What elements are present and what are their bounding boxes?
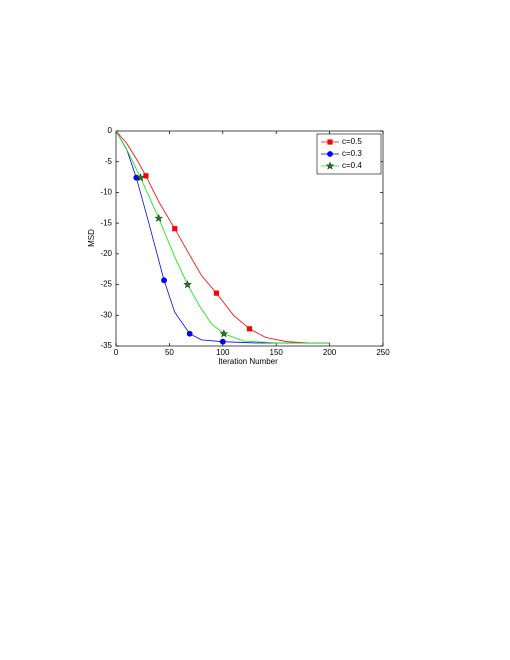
legend-label: c=0.5 — [342, 137, 362, 146]
x-axis-label: Iteration Number — [218, 357, 278, 366]
marker — [246, 326, 253, 332]
marker — [133, 174, 140, 181]
y-tick-label: -35 — [100, 341, 112, 350]
marker — [143, 173, 149, 179]
marker — [219, 329, 229, 338]
legend-marker — [327, 151, 333, 157]
marker — [172, 226, 178, 232]
legend-label: c=0.3 — [342, 149, 362, 158]
legend-marker — [325, 161, 335, 170]
marker — [186, 330, 193, 337]
y-tick-label: -5 — [105, 157, 113, 166]
x-tick-label: 150 — [270, 348, 284, 357]
x-tick-label: 200 — [323, 348, 337, 357]
marker — [183, 280, 192, 289]
legend-marker — [327, 139, 333, 145]
plot-frame — [115, 130, 384, 347]
y-tick-label: -15 — [100, 218, 112, 227]
marker — [213, 290, 219, 296]
y-tick-label: -25 — [100, 280, 112, 289]
x-tick-label: 250 — [376, 348, 390, 357]
x-tick-label: 50 — [165, 348, 174, 357]
y-tick-label: -10 — [100, 188, 112, 197]
y-tick-label: 0 — [108, 126, 113, 135]
marker — [161, 277, 167, 284]
marker — [136, 173, 145, 182]
x-tick-label: 0 — [114, 348, 119, 357]
series-line — [115, 130, 330, 344]
y-axis-label: MSD — [87, 229, 96, 247]
marker — [154, 213, 163, 222]
series-line — [115, 130, 330, 344]
marker — [219, 338, 226, 345]
y-tick-label: -20 — [100, 249, 112, 258]
series-line — [115, 130, 330, 344]
legend-label: c=0.4 — [342, 161, 362, 170]
y-tick-label: -30 — [100, 310, 112, 319]
x-tick-label: 100 — [216, 348, 230, 357]
